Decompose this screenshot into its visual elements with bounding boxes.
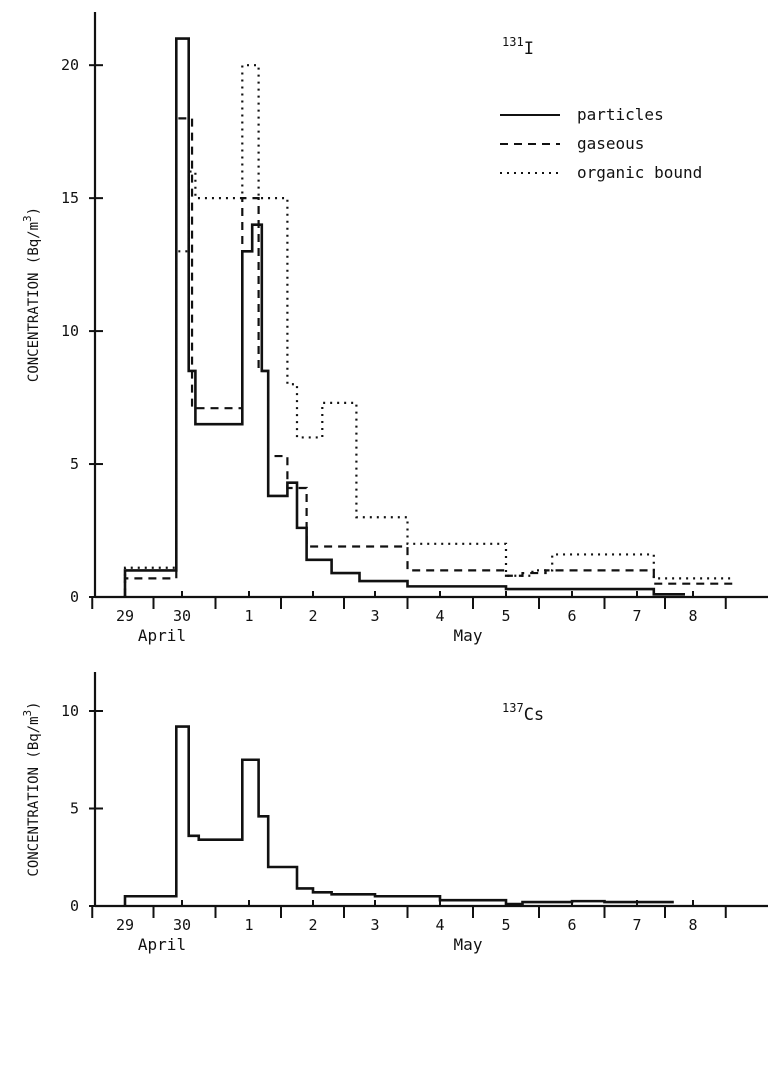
x-tick-label: 1: [244, 916, 253, 934]
x-tick-label: 3: [370, 607, 379, 625]
series-line-gaseous: [123, 117, 733, 597]
x-tick-label: 8: [688, 916, 697, 934]
x-tick-label: 7: [632, 607, 641, 625]
legend-label: gaseous: [577, 134, 644, 153]
isotope-label: 131I: [502, 35, 534, 59]
y-tick-label: 10: [61, 702, 79, 720]
isotope-label: 137Cs: [502, 701, 544, 725]
y-tick-label: 0: [70, 588, 79, 606]
x-tick-label: 29: [116, 607, 134, 625]
y-tick-label: 0: [70, 897, 79, 915]
month-label: May: [454, 626, 483, 645]
y-tick-label: 5: [70, 800, 79, 818]
series-line-particles: [123, 37, 685, 597]
y-tick-label: 5: [70, 455, 79, 473]
legend: particles gaseous organic bound: [500, 105, 702, 182]
y-tick-label: 15: [61, 189, 79, 207]
x-tick-label: 6: [567, 916, 576, 934]
x-tick-label: 29: [116, 916, 134, 934]
x-tick-label: 3: [370, 916, 379, 934]
y-axis-label: CONCENTRATION (Bq/m3): [21, 701, 42, 876]
chart-panel-1: 0 5 10 15 20 29 30 1 2 3 4 5 6 7 8 April May CONCENTRATIO…: [21, 12, 768, 645]
month-label: April: [138, 626, 186, 645]
x-tick-label: 5: [501, 916, 510, 934]
x-tick-label: 2: [308, 916, 317, 934]
legend-label: particles: [577, 105, 664, 124]
series-line-cs: [123, 725, 674, 906]
x-tick-label: 6: [567, 607, 576, 625]
month-label: April: [138, 935, 186, 954]
x-tick-label: 8: [688, 607, 697, 625]
x-tick-label: 5: [501, 607, 510, 625]
month-label: May: [454, 935, 483, 954]
x-tick-label: 1: [244, 607, 253, 625]
x-tick-label: 30: [173, 916, 191, 934]
x-tick-label: 4: [435, 916, 444, 934]
x-tick-label: 2: [308, 607, 317, 625]
legend-label: organic bound: [577, 163, 702, 182]
x-tick-label: 30: [173, 607, 191, 625]
x-tick-label: 7: [632, 916, 641, 934]
y-tick-label: 10: [61, 322, 79, 340]
chart-panel-2: 0 5 10 29 30 1 2 3 4 5 6 7 8 April May CONCENTRATION (B…: [21, 672, 768, 954]
series-line-organic-bound: [123, 64, 733, 597]
x-tick-label: 4: [435, 607, 444, 625]
y-tick-label: 20: [61, 56, 79, 74]
y-axis-label: CONCENTRATION (Bq/m3): [21, 207, 42, 382]
